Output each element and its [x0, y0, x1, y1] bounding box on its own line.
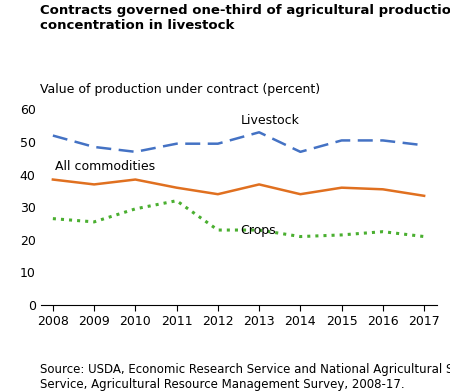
Text: Crops: Crops — [241, 224, 276, 237]
Text: Source: USDA, Economic Research Service and National Agricultural Statistics
Ser: Source: USDA, Economic Research Service … — [40, 363, 450, 391]
Text: Contracts governed one-third of agricultural production in 2017, with a
concentr: Contracts governed one-third of agricult… — [40, 4, 450, 32]
Text: All commodities: All commodities — [55, 160, 155, 173]
Text: Livestock: Livestock — [241, 115, 299, 127]
Text: Value of production under contract (percent): Value of production under contract (perc… — [40, 83, 320, 96]
